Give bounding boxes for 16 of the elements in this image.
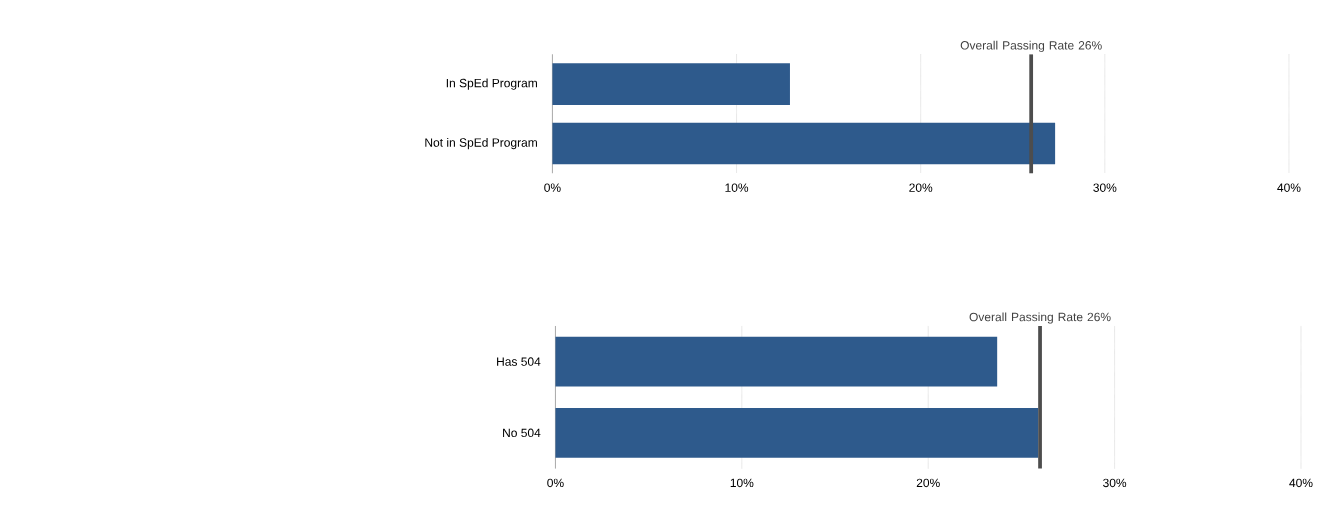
x-tick-label: 30% bbox=[1103, 478, 1127, 488]
x-tick-label: 20% bbox=[916, 478, 940, 488]
x-tick-label: 0% bbox=[544, 183, 561, 192]
x-tick-label: 40% bbox=[1289, 478, 1313, 488]
x-tick-label: 30% bbox=[1093, 183, 1117, 192]
x-tick-label: 20% bbox=[909, 183, 933, 192]
ref-line-label: Overall Passing Rate 26% bbox=[969, 312, 1111, 324]
x-tick-label: 40% bbox=[1277, 183, 1301, 192]
y-tick-label: No 504 bbox=[503, 428, 541, 438]
x-tick-label: 10% bbox=[725, 183, 749, 192]
y-tick-label: In SpEd Program bbox=[446, 78, 537, 90]
y-tick-label: Not in SpEd Program bbox=[425, 137, 537, 150]
x-tick-label: 10% bbox=[730, 478, 754, 488]
x-tick-label: 0% bbox=[547, 478, 564, 488]
y-tick-label: Has 504 bbox=[497, 357, 541, 366]
ref-line-label: Overall Passing Rate 26% bbox=[960, 40, 1102, 52]
